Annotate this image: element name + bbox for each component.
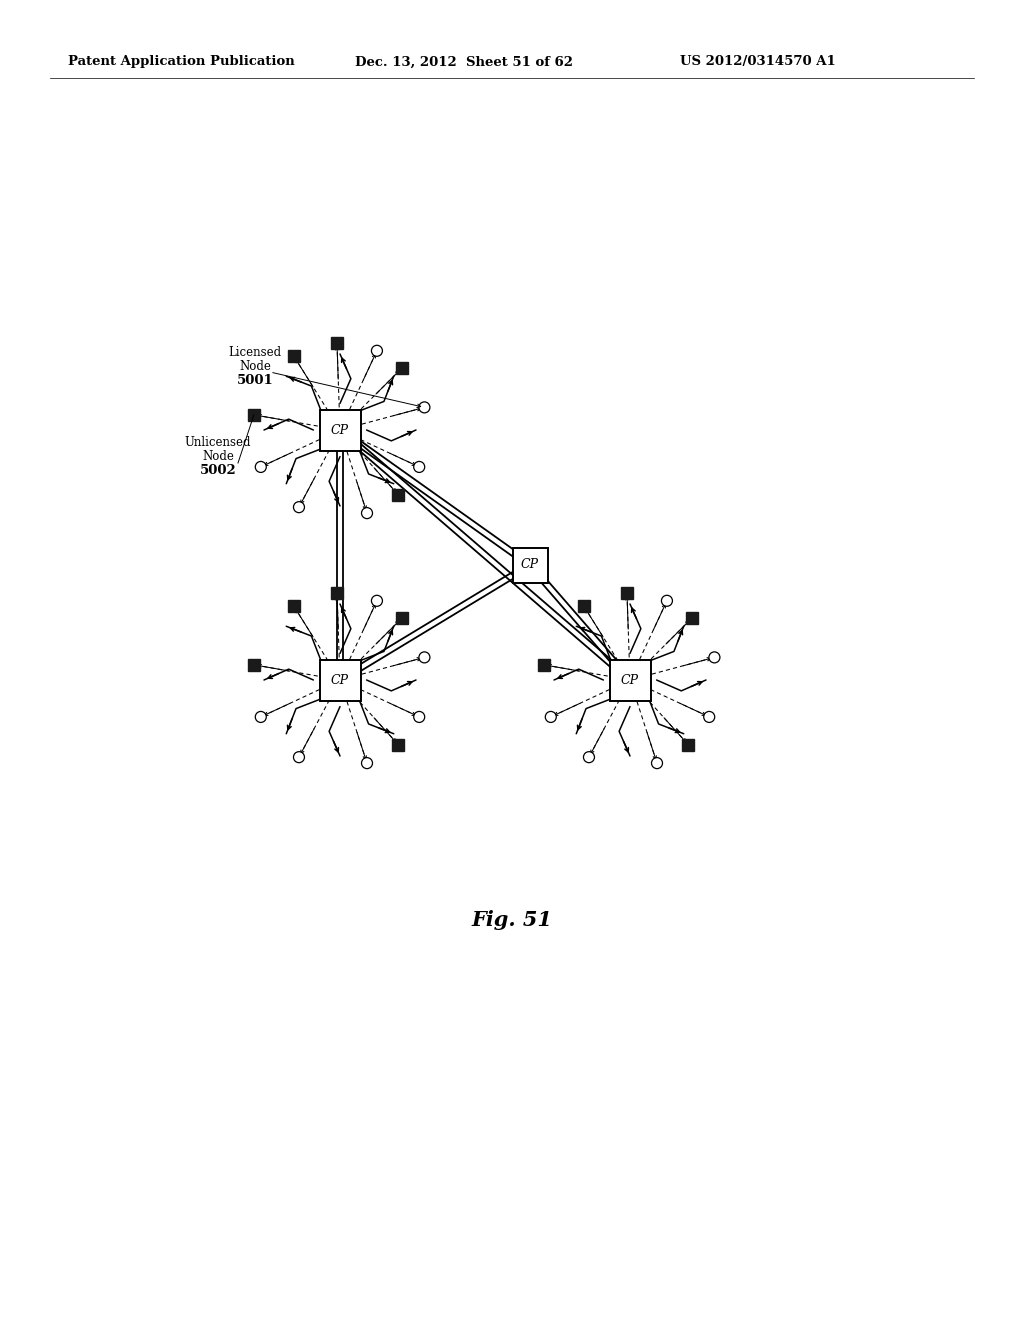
Text: CP: CP [331, 424, 349, 437]
Bar [392, 739, 404, 751]
Bar [331, 586, 343, 599]
Bar [578, 599, 590, 612]
Text: US 2012/0314570 A1: US 2012/0314570 A1 [680, 55, 836, 69]
Circle shape [255, 711, 266, 722]
Bar [288, 350, 300, 362]
Bar [248, 659, 260, 671]
Circle shape [709, 652, 720, 663]
Bar [682, 739, 694, 751]
Text: CP: CP [521, 558, 539, 572]
Circle shape [361, 758, 373, 768]
Circle shape [651, 758, 663, 768]
Circle shape [414, 711, 425, 722]
Bar [392, 488, 404, 502]
Bar [396, 362, 408, 374]
Bar [538, 659, 550, 671]
Text: CP: CP [331, 673, 349, 686]
Text: Unlicensed: Unlicensed [184, 437, 251, 450]
Circle shape [294, 502, 304, 512]
Text: Fig. 51: Fig. 51 [472, 909, 552, 931]
Bar [396, 612, 408, 624]
Text: 5002: 5002 [200, 465, 237, 478]
Circle shape [584, 751, 595, 763]
FancyBboxPatch shape [609, 660, 650, 701]
Text: Dec. 13, 2012  Sheet 51 of 62: Dec. 13, 2012 Sheet 51 of 62 [355, 55, 573, 69]
FancyBboxPatch shape [512, 548, 548, 582]
Bar [621, 586, 633, 599]
Circle shape [419, 652, 430, 663]
Bar [248, 409, 260, 421]
Bar [686, 612, 697, 624]
Circle shape [361, 508, 373, 519]
Text: Licensed: Licensed [228, 346, 282, 359]
Text: 5001: 5001 [237, 374, 273, 387]
Bar [288, 599, 300, 612]
Circle shape [255, 462, 266, 473]
Text: Node: Node [239, 359, 271, 372]
FancyBboxPatch shape [319, 409, 360, 450]
Text: CP: CP [621, 673, 639, 686]
Bar [331, 337, 343, 348]
Circle shape [703, 711, 715, 722]
Circle shape [546, 711, 556, 722]
Text: Node: Node [202, 450, 233, 463]
Text: Patent Application Publication: Patent Application Publication [68, 55, 295, 69]
Circle shape [372, 595, 382, 606]
Circle shape [662, 595, 673, 606]
Circle shape [294, 751, 304, 763]
Circle shape [419, 401, 430, 413]
Circle shape [372, 346, 382, 356]
FancyBboxPatch shape [319, 660, 360, 701]
Circle shape [414, 462, 425, 473]
